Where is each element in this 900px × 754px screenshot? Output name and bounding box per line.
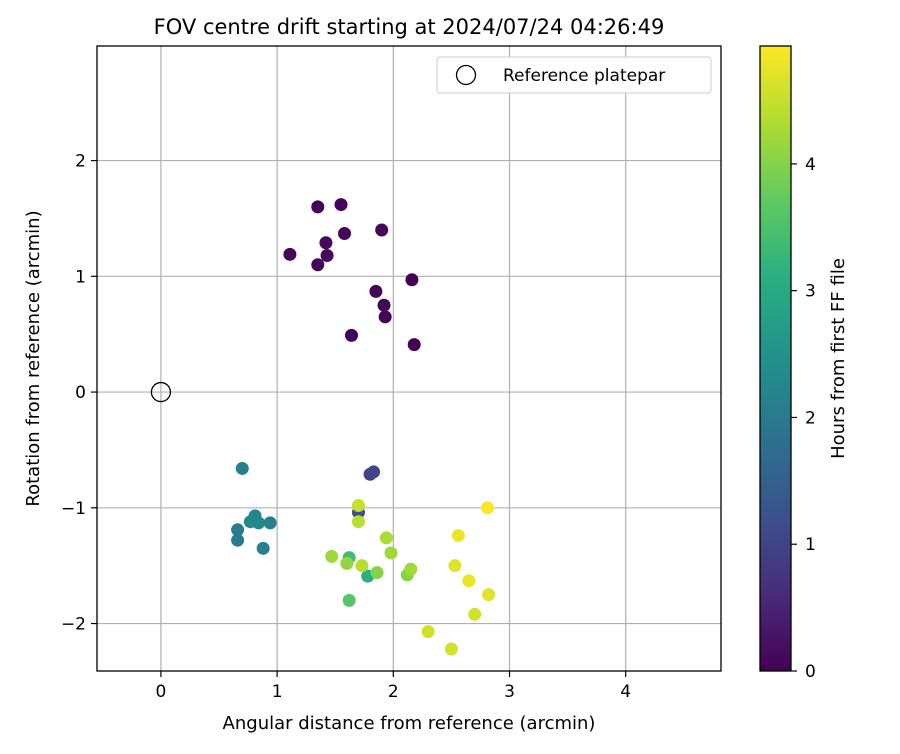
colorbar-tick-label: 3 [805, 282, 816, 302]
grid [97, 46, 721, 671]
colorbar-label: Hours from first FF file [828, 258, 849, 459]
data-point [378, 310, 392, 324]
data-point [377, 298, 391, 312]
reference-platepar-marker [150, 381, 172, 403]
legend-box [436, 56, 712, 94]
data-point [375, 223, 389, 237]
data-point [421, 625, 435, 639]
data-point [448, 559, 462, 573]
data-point [405, 273, 419, 287]
data-point [351, 498, 365, 512]
data-point [404, 562, 418, 576]
y-axis-ticks: −2 −1 0 1 2 [61, 152, 97, 635]
data-point [342, 593, 356, 607]
data-point [263, 516, 277, 530]
y-tick-label: −1 [61, 499, 86, 519]
x-tick-label: 0 [155, 682, 166, 702]
data-point [480, 501, 494, 515]
reference-marker-group [150, 381, 172, 403]
data-point [451, 529, 465, 543]
data-point [370, 566, 384, 580]
data-point [252, 516, 266, 530]
legend: Reference platepar [436, 56, 712, 94]
data-point [231, 523, 245, 537]
x-axis-ticks: 0 1 2 3 4 [155, 671, 631, 702]
y-tick-label: 1 [75, 267, 86, 287]
data-point [338, 227, 352, 240]
data-point [351, 515, 365, 529]
data-point [369, 284, 383, 298]
data-point [355, 559, 369, 573]
data-point [256, 541, 270, 555]
x-tick-label: 2 [388, 682, 399, 702]
data-point [379, 531, 393, 545]
colorbar-tick-label: 2 [805, 408, 816, 428]
colorbar-gradient [760, 46, 791, 671]
colorbar-frame [759, 45, 792, 672]
data-point [407, 338, 421, 352]
y-tick-label: 2 [75, 152, 86, 172]
colorbar: 0 1 2 3 4 Hours from first FF file [759, 45, 849, 682]
data-point [325, 549, 339, 563]
data-points [231, 198, 496, 656]
data-point [340, 556, 354, 570]
data-point [320, 248, 334, 262]
colorbar-tick-label: 4 [805, 155, 816, 175]
plot-frame [96, 45, 722, 672]
data-point [311, 258, 325, 272]
data-point [311, 200, 325, 214]
y-axis-label: Rotation from reference (arcmin) [23, 210, 44, 506]
x-tick-label: 1 [272, 682, 283, 702]
data-point [319, 236, 333, 250]
y-tick-label: −2 [61, 615, 86, 635]
data-point [235, 461, 249, 475]
colorbar-tick-label: 1 [805, 535, 816, 555]
colorbar-ticks: 0 1 2 3 4 [791, 155, 816, 682]
data-point [468, 607, 482, 621]
x-tick-label: 4 [620, 682, 631, 702]
legend-marker-icon [455, 64, 477, 86]
data-point [231, 533, 245, 547]
data-point [334, 198, 348, 212]
chart-title: FOV centre drift starting at 2024/07/24 … [154, 15, 665, 39]
data-point [482, 588, 496, 602]
legend-label: Reference platepar [503, 66, 665, 86]
data-point [384, 546, 398, 560]
x-tick-label: 3 [504, 682, 515, 702]
data-point [367, 465, 381, 479]
data-point [344, 328, 358, 342]
y-tick-label: 0 [75, 383, 86, 403]
data-point [283, 247, 297, 261]
data-point [462, 574, 476, 588]
x-axis-label: Angular distance from reference (arcmin) [223, 713, 596, 734]
colorbar-tick-label: 0 [805, 662, 816, 682]
data-point [444, 642, 458, 656]
